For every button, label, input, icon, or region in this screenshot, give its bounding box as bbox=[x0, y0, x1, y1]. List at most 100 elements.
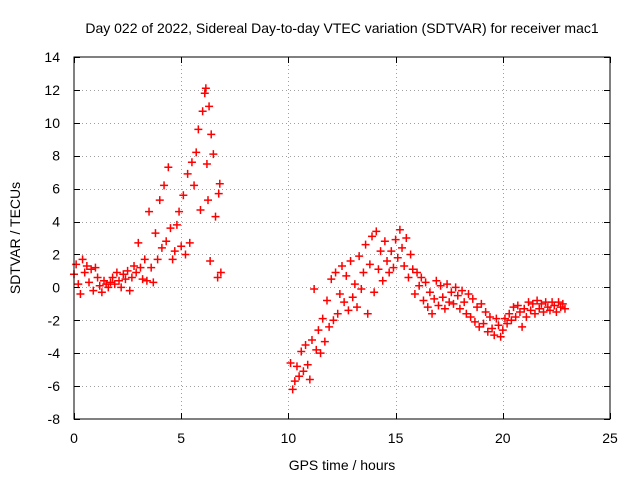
data-point bbox=[320, 337, 329, 346]
data-point bbox=[97, 288, 106, 297]
data-point bbox=[112, 268, 121, 277]
data-point bbox=[106, 278, 115, 287]
data-point bbox=[470, 317, 479, 326]
data-point bbox=[406, 250, 415, 259]
data-point bbox=[201, 84, 210, 93]
data-point bbox=[393, 253, 402, 262]
data-point bbox=[93, 273, 102, 282]
data-point bbox=[368, 232, 377, 241]
data-point bbox=[492, 314, 501, 323]
data-point bbox=[297, 347, 306, 356]
data-point bbox=[451, 283, 460, 292]
data-point bbox=[539, 308, 548, 317]
data-point bbox=[209, 150, 218, 159]
data-point bbox=[72, 260, 81, 269]
data-point bbox=[498, 326, 507, 335]
data-point bbox=[316, 349, 325, 358]
data-point bbox=[108, 273, 117, 282]
data-point bbox=[153, 255, 162, 264]
data-point bbox=[363, 309, 372, 318]
data-point bbox=[185, 238, 194, 247]
data-point bbox=[500, 314, 509, 323]
data-point bbox=[468, 294, 477, 303]
data-point bbox=[410, 289, 419, 298]
data-point bbox=[115, 276, 124, 285]
data-point bbox=[200, 89, 209, 98]
data-point bbox=[353, 303, 362, 312]
data-point bbox=[123, 266, 132, 275]
data-point bbox=[198, 107, 207, 116]
data-point bbox=[80, 268, 89, 277]
data-point bbox=[417, 273, 426, 282]
data-point bbox=[140, 255, 149, 264]
data-point bbox=[387, 247, 396, 256]
data-point bbox=[104, 283, 113, 292]
data-point bbox=[333, 309, 342, 318]
data-point bbox=[447, 288, 456, 297]
gridlines bbox=[74, 57, 610, 419]
data-point bbox=[466, 312, 475, 321]
y-tick-labels: -8 -6 -4 -2 0 2 4 6 8 10 12 14 bbox=[44, 49, 60, 427]
data-point bbox=[537, 299, 546, 308]
y-tick-label: 6 bbox=[52, 181, 60, 197]
data-point bbox=[149, 278, 158, 287]
y-tick-label: 4 bbox=[52, 214, 60, 230]
data-point bbox=[425, 288, 434, 297]
data-point bbox=[383, 257, 392, 266]
data-point bbox=[398, 243, 407, 252]
data-point bbox=[312, 345, 321, 354]
data-point bbox=[211, 212, 220, 221]
data-point bbox=[74, 280, 83, 289]
data-point bbox=[445, 298, 454, 307]
data-point bbox=[511, 312, 520, 321]
data-point bbox=[172, 220, 181, 229]
data-point bbox=[380, 237, 389, 246]
data-point bbox=[318, 314, 327, 323]
data-point bbox=[205, 102, 214, 111]
data-point bbox=[213, 273, 222, 282]
data-point bbox=[530, 309, 539, 318]
data-point bbox=[434, 301, 443, 310]
data-point bbox=[443, 280, 452, 289]
data-point bbox=[215, 179, 224, 188]
data-point bbox=[325, 322, 334, 331]
data-point bbox=[477, 299, 486, 308]
data-point bbox=[458, 286, 467, 295]
data-point bbox=[327, 275, 336, 284]
data-point bbox=[526, 306, 535, 315]
data-point bbox=[520, 304, 529, 313]
data-point bbox=[170, 247, 179, 256]
data-point bbox=[288, 385, 297, 394]
data-point bbox=[162, 237, 171, 246]
data-point bbox=[483, 327, 492, 336]
data-point bbox=[513, 301, 522, 310]
data-point bbox=[322, 296, 331, 305]
data-point bbox=[179, 191, 188, 200]
data-point bbox=[550, 301, 559, 310]
data-point bbox=[515, 308, 524, 317]
data-point bbox=[479, 319, 488, 328]
data-point bbox=[331, 268, 340, 277]
data-point bbox=[207, 130, 216, 139]
data-point bbox=[535, 304, 544, 313]
data-point bbox=[82, 261, 91, 270]
data-point bbox=[119, 270, 128, 279]
data-point bbox=[194, 125, 203, 134]
data-point bbox=[438, 293, 447, 302]
y-tick-label: -8 bbox=[48, 411, 61, 427]
data-point bbox=[295, 372, 304, 381]
data-point bbox=[136, 263, 145, 272]
data-point bbox=[432, 276, 441, 285]
data-point bbox=[338, 261, 346, 270]
data-point bbox=[505, 309, 514, 318]
x-tick-label: 5 bbox=[177, 430, 185, 446]
y-tick-label: 8 bbox=[52, 148, 60, 164]
data-point bbox=[440, 304, 449, 313]
data-point bbox=[533, 296, 542, 305]
data-point bbox=[166, 224, 175, 233]
data-point bbox=[344, 306, 353, 315]
data-point bbox=[378, 276, 387, 285]
x-tick-label: 25 bbox=[602, 430, 618, 446]
data-point bbox=[286, 359, 295, 368]
